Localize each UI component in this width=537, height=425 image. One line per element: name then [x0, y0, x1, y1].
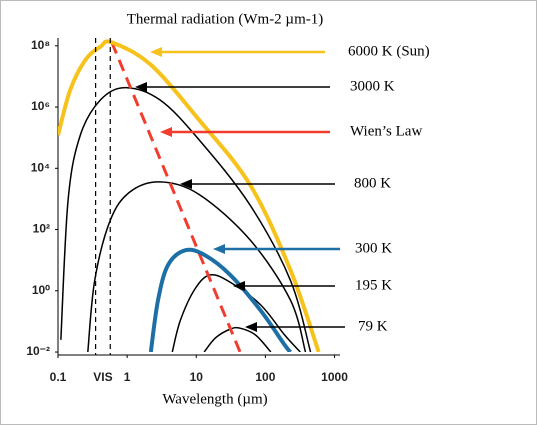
arrow-head [245, 322, 257, 332]
y-tick-label: 10² [33, 222, 50, 236]
arrow-head [135, 82, 147, 92]
legend-label: 300 K [355, 240, 392, 256]
curves [58, 39, 321, 352]
x-tick-label: 0.1 [50, 370, 67, 384]
curve [148, 247, 292, 352]
arrow-head [213, 244, 225, 254]
legend-label: 3000 K [350, 78, 395, 94]
curve [60, 86, 312, 352]
arrow-head [160, 127, 172, 137]
x-tick-label: 1 [124, 370, 131, 384]
y-tick-label: 10⁶ [31, 99, 50, 113]
y-tick-label: 10⁰ [32, 283, 50, 297]
curve [87, 181, 307, 352]
legend-label: 800 K [354, 175, 391, 191]
y-tick-label: 10⁸ [31, 38, 50, 52]
arrow-head [233, 281, 245, 291]
legend-label: 195 K [355, 277, 392, 293]
legend-label: Wien’s Law [350, 123, 422, 139]
curve [171, 273, 301, 352]
y-tick-label: 10⁴ [31, 160, 50, 174]
x-tick-label: 100 [255, 370, 275, 384]
curve [58, 39, 321, 352]
legend-label: 6000 K (Sun) [348, 43, 430, 59]
visible-label: VIS [93, 370, 112, 384]
x-tick-label: 1000 [321, 370, 348, 384]
arrow-head [150, 47, 162, 57]
y-tick-label: 10⁻² [26, 344, 50, 358]
x-axis-label: Wavelength (µm) [162, 391, 267, 407]
legend-label: 79 K [358, 318, 388, 334]
chart-title: Thermal radiation (Wm-2 µm-1) [127, 11, 324, 27]
curve [203, 326, 272, 352]
x-tick-label: 10 [190, 370, 204, 384]
arrow-head [180, 179, 192, 189]
